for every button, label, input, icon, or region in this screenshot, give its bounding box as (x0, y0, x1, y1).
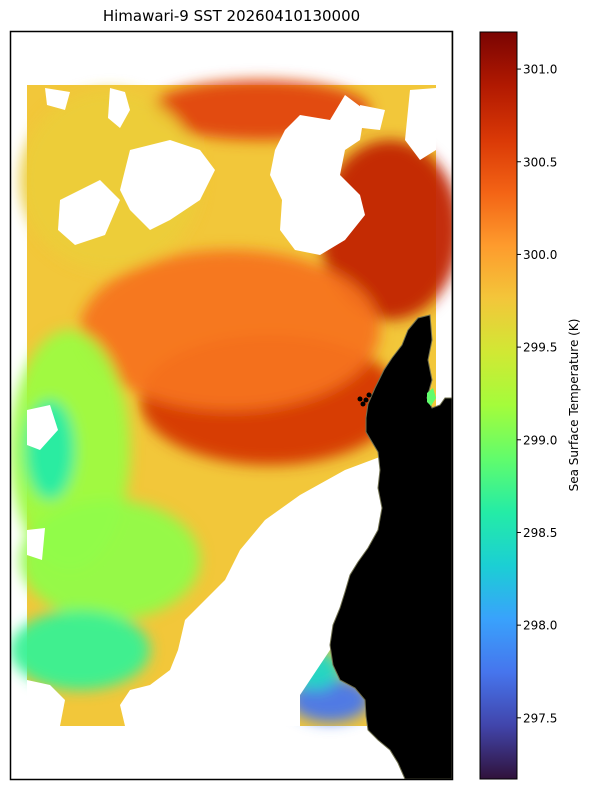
colorbar-tick-label: 299.5 (523, 341, 557, 355)
colorbar: 297.5 298.0 298.5 299.0 299.5 300.0 300.5 301.0 (479, 31, 557, 780)
land (329, 32, 452, 779)
colorbar-tick-label: 301.0 (523, 63, 557, 77)
colorbar-tick-label: 300.5 (523, 155, 557, 169)
cloud-west-b (27, 528, 45, 560)
map-area (11, 32, 452, 779)
cloud-center-notch (360, 105, 385, 130)
cloud-right-edge (405, 88, 436, 160)
colorbar-ticks: 297.5 298.0 298.5 299.0 299.5 300.0 300.5 301.0 (517, 63, 557, 725)
cloud-mask (27, 88, 436, 726)
colorbar-tick-label: 297.5 (523, 711, 557, 725)
cloud-nw-b (58, 180, 120, 245)
colorbar-tick-label: 298.0 (523, 619, 557, 633)
station-markers (357, 392, 372, 407)
station-marker (363, 397, 369, 403)
sst-green-south (20, 500, 200, 620)
cloud-south-main (120, 440, 436, 726)
cloud-top-mid (108, 88, 130, 128)
cloud-top-left (45, 88, 70, 110)
colorbar-tick-label: 299.0 (523, 433, 557, 447)
cloud-west-a (27, 405, 58, 450)
sst-warm-ne (320, 140, 452, 320)
colorbar-label: Sea Surface Temperature (K) (567, 318, 581, 492)
cloud-south-west (27, 680, 65, 726)
green-inlet (427, 388, 436, 406)
colorbar-tick-label: 298.5 (523, 526, 557, 540)
station-marker (357, 396, 363, 402)
chart-title: Himawari-9 SST 20260410130000 (102, 7, 361, 25)
colorbar-tick-label: 300.0 (523, 248, 557, 262)
sst-cyan-southwest (11, 610, 150, 690)
station-marker (366, 392, 372, 398)
map-frame (9, 30, 454, 781)
colorbar-bar (479, 31, 518, 780)
sst-orange-band (80, 250, 380, 410)
station-marker (360, 401, 366, 407)
cloud-ne (270, 95, 365, 255)
cloud-nw-a (120, 140, 215, 230)
